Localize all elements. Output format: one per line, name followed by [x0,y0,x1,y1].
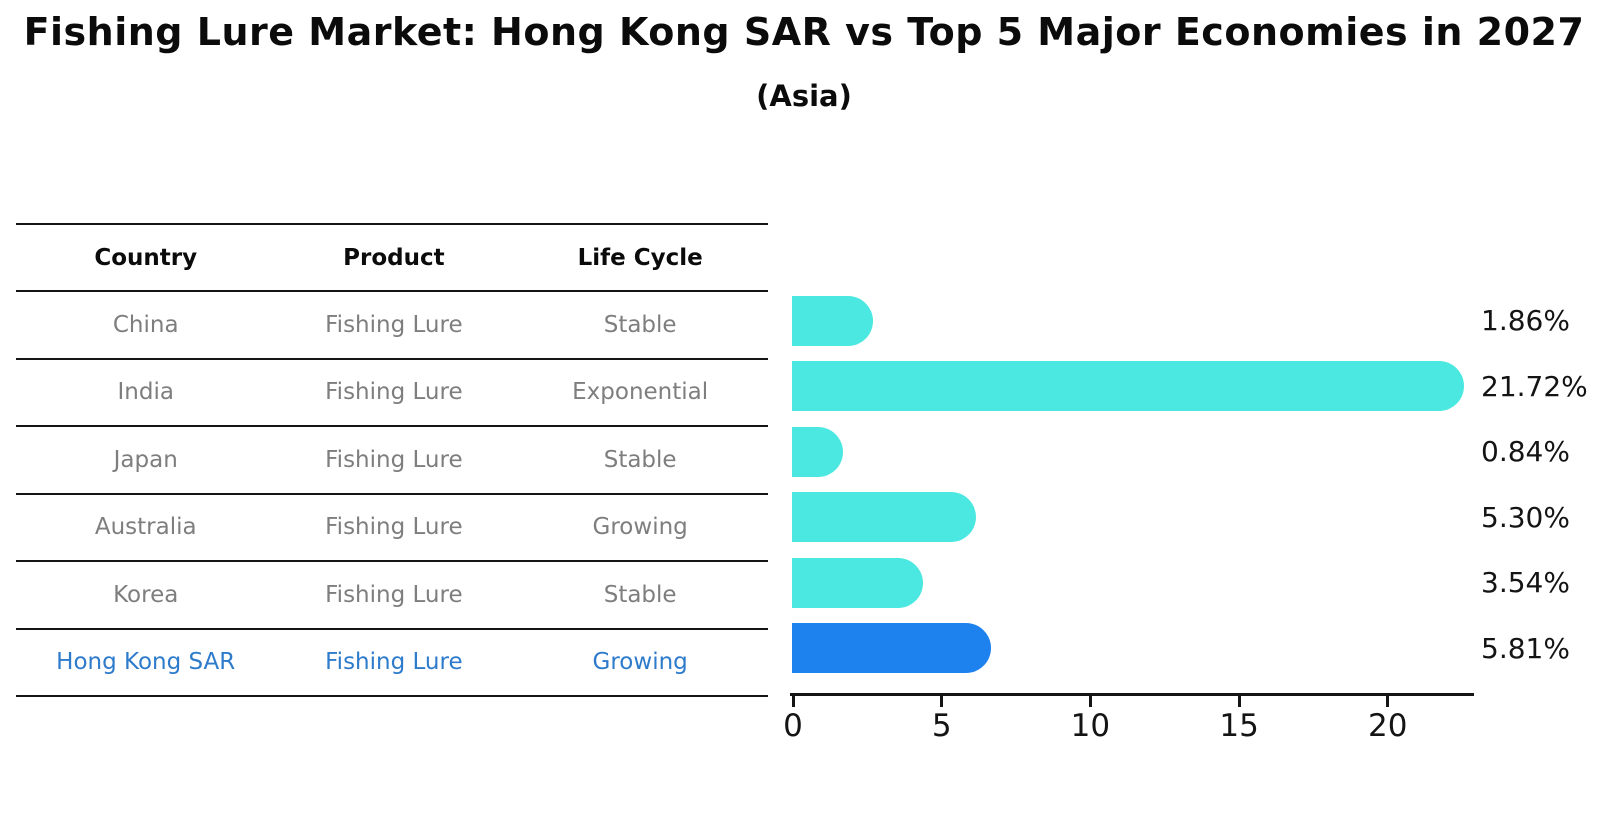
x-axis-tick [1237,696,1241,707]
table-cell-life-cycle: Exponential [572,379,709,406]
x-axis-tick [1088,696,1092,707]
bar-india [792,361,1464,412]
x-axis-tick [940,696,944,707]
bar-row [792,288,1464,354]
table-cell-country: India [117,379,174,406]
table-cell-life-cycle: Stable [603,581,677,608]
x-axis-tick-label: 0 [783,708,803,744]
bar-value-label-row: 0.84% [1481,419,1588,485]
column-header-country: Country [94,244,198,271]
x-axis-tick-label: 15 [1219,708,1259,744]
table-row: Australia Fishing Lure Growing [16,495,768,562]
table-cell-life-cycle: Stable [603,446,677,473]
table-cell-life-cycle: Stable [603,311,677,338]
column-header-product: Product [343,244,445,271]
bar-chart [792,288,1464,681]
x-axis-tick-label: 5 [931,708,952,744]
table-row: China Fishing Lure Stable [16,292,768,360]
bar-china [792,295,874,346]
bar-value-label: 1.86% [1481,304,1570,338]
bar-row [792,354,1464,420]
table-cell-product: Fishing Lure [325,581,463,608]
bar-value-label: 3.54% [1481,566,1570,600]
x-axis-tick-label: 20 [1368,708,1408,744]
table-row: Hong Kong SAR Fishing Lure Growing [16,630,768,697]
column-header-life-cycle: Life Cycle [577,244,703,271]
bar-value-label-row: 5.30% [1481,485,1588,551]
chart-title: Fishing Lure Market: Hong Kong SAR vs To… [23,10,1585,54]
bar-value-label: 21.72% [1481,369,1588,403]
table-row: Korea Fishing Lure Stable [16,562,768,630]
bar-australia [792,492,976,543]
x-axis-tick-label: 10 [1070,708,1111,744]
bar-japan [792,426,843,477]
table-cell-country: Korea [113,581,179,608]
bar-row [792,419,1464,485]
table-cell-product: Fishing Lure [325,379,463,406]
bar-value-label-row: 21.72% [1481,354,1588,420]
table-header-row: Country Product Life Cycle [16,223,768,292]
table-cell-country: China [112,311,179,338]
table-cell-country: Hong Kong SAR [56,649,236,676]
table-body: China Fishing Lure Stable India Fishing Lure… [16,292,768,697]
bar-row [792,616,1464,682]
table-cell-product: Fishing Lure [325,311,463,338]
bar-value-label: 5.81% [1481,631,1570,665]
table-row: India Fishing Lure Exponential [16,360,768,427]
table-cell-product: Fishing Lure [325,446,463,473]
bar-row [792,550,1464,616]
table-cell-product: Fishing Lure [325,514,463,541]
bar-value-labels: 1.86% 21.72% 0.84% 5.30% 3.54% 5.81% [1481,288,1588,681]
bar-row [792,485,1464,551]
table-cell-country: Australia [94,514,197,541]
bar-korea [792,557,924,608]
x-axis-tick [1386,696,1390,707]
table-row: Japan Fishing Lure Stable [16,427,768,495]
table-cell-life-cycle: Growing [592,649,688,676]
x-axis: 0 5 10 15 20 [783,693,1474,763]
table-cell-country: Japan [113,446,178,473]
bar-hong-kong-sar [792,623,991,674]
bar-value-label-row: 3.54% [1481,550,1588,616]
x-axis-line [790,693,1474,696]
bar-value-label: 0.84% [1481,435,1570,469]
bar-value-label-row: 1.86% [1481,288,1588,354]
bar-value-label-row: 5.81% [1481,616,1588,682]
country-table: Country Product Life Cycle China Fishing … [16,223,768,697]
chart-subtitle: (Asia) [756,79,852,113]
table-cell-life-cycle: Growing [592,514,688,541]
x-axis-tick [791,696,795,707]
bar-value-label: 5.30% [1481,500,1570,534]
table-cell-product: Fishing Lure [325,649,463,676]
